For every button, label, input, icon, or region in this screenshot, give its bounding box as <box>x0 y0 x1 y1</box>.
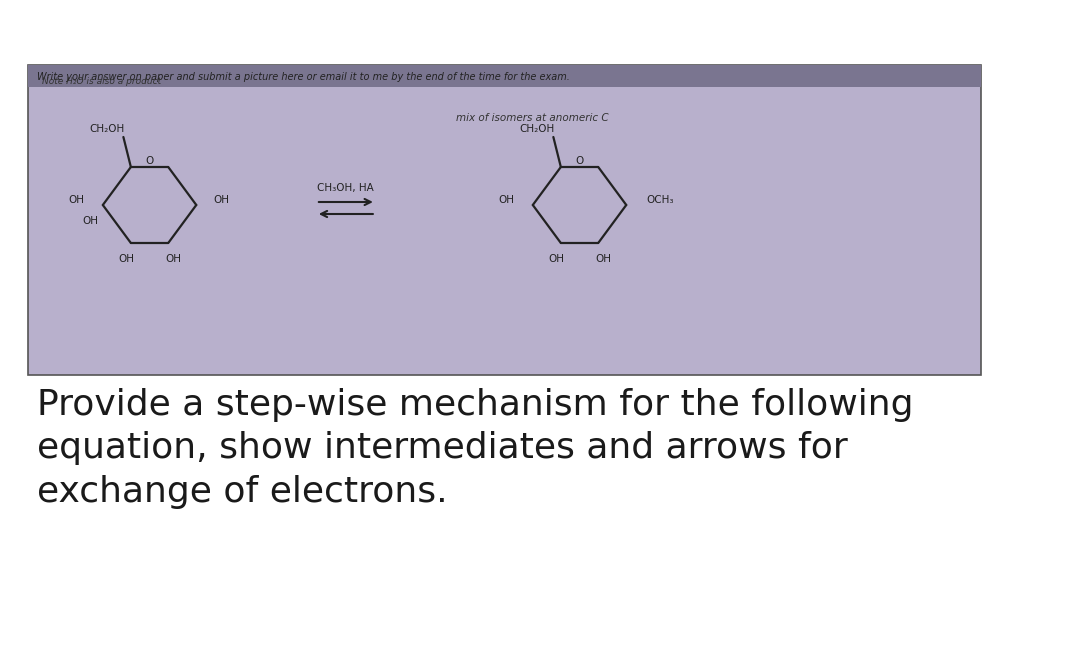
Text: OCH₃: OCH₃ <box>647 195 674 205</box>
Text: CH₃OH, HA: CH₃OH, HA <box>318 183 375 193</box>
Text: CH₂OH: CH₂OH <box>518 124 554 134</box>
Text: Write your answer on paper and submit a picture here or email it to me by the en: Write your answer on paper and submit a … <box>38 72 570 82</box>
Text: OH: OH <box>213 195 229 205</box>
FancyBboxPatch shape <box>28 65 982 375</box>
Text: mix of isomers at anomeric C: mix of isomers at anomeric C <box>457 113 609 123</box>
Text: Note H₂O is also a product: Note H₂O is also a product <box>42 77 161 87</box>
Text: OH: OH <box>68 195 84 205</box>
Text: O: O <box>146 156 153 166</box>
Text: Provide a step-wise mechanism for the following
equation, show intermediates and: Provide a step-wise mechanism for the fo… <box>38 388 914 509</box>
Text: OH: OH <box>82 216 98 226</box>
Text: O: O <box>576 156 583 166</box>
FancyBboxPatch shape <box>28 65 982 87</box>
Text: OH: OH <box>498 195 514 205</box>
Text: CH₂OH: CH₂OH <box>89 124 124 134</box>
Text: OH: OH <box>165 254 181 264</box>
Text: OH: OH <box>118 254 134 264</box>
Text: OH: OH <box>595 254 611 264</box>
Text: OH: OH <box>549 254 564 264</box>
